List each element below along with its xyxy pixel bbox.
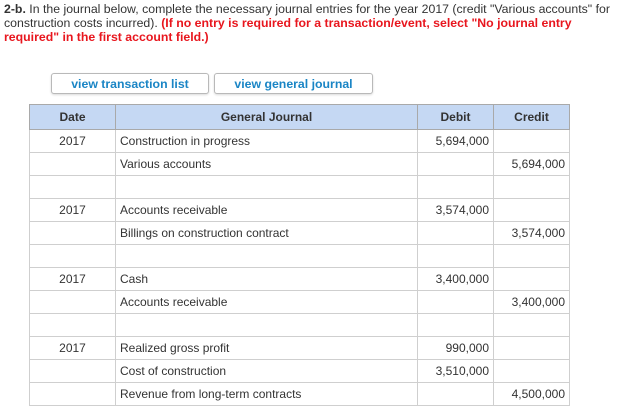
credit-cell[interactable]: [493, 198, 570, 222]
table-row: Revenue from long-term contracts 4,500,00…: [29, 382, 570, 406]
debit-cell[interactable]: 3,574,000: [417, 198, 494, 222]
date-cell[interactable]: 2017: [29, 267, 116, 291]
table-row: Cost of construction 3,510,000: [29, 359, 570, 383]
view-general-journal-button[interactable]: view general journal: [214, 73, 373, 94]
credit-cell[interactable]: [493, 244, 570, 268]
table-row: Billings on construction contract 3,574,0…: [29, 221, 570, 245]
instructions: 2-b. In the journal below, complete the …: [4, 2, 616, 44]
debit-cell[interactable]: [417, 313, 494, 337]
journal-body: 2017 Construction in progress 5,694,000 Var…: [29, 129, 570, 406]
credit-cell[interactable]: [493, 336, 570, 360]
debit-cell[interactable]: [417, 152, 494, 176]
credit-cell[interactable]: 5,694,000: [493, 152, 570, 176]
credit-cell[interactable]: 4,500,000: [493, 382, 570, 406]
date-cell[interactable]: [29, 175, 116, 199]
debit-cell[interactable]: [417, 221, 494, 245]
account-cell[interactable]: Cash: [115, 267, 418, 291]
date-cell[interactable]: [29, 382, 116, 406]
debit-cell[interactable]: [417, 175, 494, 199]
header-debit: Debit: [417, 104, 494, 130]
account-cell[interactable]: Cost of construction: [115, 359, 418, 383]
date-cell[interactable]: [29, 221, 116, 245]
table-row: [29, 244, 570, 268]
account-cell[interactable]: [115, 175, 418, 199]
account-cell[interactable]: Various accounts: [115, 152, 418, 176]
account-cell[interactable]: Realized gross profit: [115, 336, 418, 360]
credit-cell[interactable]: [493, 267, 570, 291]
table-row: 2017 Realized gross profit 990,000: [29, 336, 570, 360]
account-cell[interactable]: Accounts receivable: [115, 198, 418, 222]
date-cell[interactable]: [29, 244, 116, 268]
header-credit: Credit: [493, 104, 570, 130]
header-date: Date: [29, 104, 116, 130]
account-cell[interactable]: Billings on construction contract: [115, 221, 418, 245]
credit-cell[interactable]: [493, 313, 570, 337]
instructions-text: In the journal below, complete the neces…: [4, 2, 610, 30]
debit-cell[interactable]: [417, 290, 494, 314]
debit-cell[interactable]: [417, 244, 494, 268]
credit-cell[interactable]: [493, 129, 570, 153]
credit-cell[interactable]: [493, 359, 570, 383]
date-cell[interactable]: [29, 290, 116, 314]
table-row: [29, 313, 570, 337]
date-cell[interactable]: [29, 359, 116, 383]
account-cell[interactable]: [115, 244, 418, 268]
table-row: Accounts receivable 3,400,000: [29, 290, 570, 314]
account-cell[interactable]: Accounts receivable: [115, 290, 418, 314]
debit-cell[interactable]: 3,510,000: [417, 359, 494, 383]
date-cell[interactable]: 2017: [29, 198, 116, 222]
question-number: 2-b.: [4, 2, 26, 16]
date-cell[interactable]: [29, 313, 116, 337]
account-cell[interactable]: Revenue from long-term contracts: [115, 382, 418, 406]
table-row: 2017 Accounts receivable 3,574,000: [29, 198, 570, 222]
table-header-row: Date General Journal Debit Credit: [29, 104, 570, 130]
table-row: Various accounts 5,694,000: [29, 152, 570, 176]
credit-cell[interactable]: 3,574,000: [493, 221, 570, 245]
date-cell[interactable]: 2017: [29, 336, 116, 360]
credit-cell[interactable]: 3,400,000: [493, 290, 570, 314]
table-row: [29, 175, 570, 199]
general-journal-table: Date General Journal Debit Credit 2017 Co…: [29, 104, 570, 406]
debit-cell[interactable]: 5,694,000: [417, 129, 494, 153]
date-cell[interactable]: 2017: [29, 129, 116, 153]
view-transaction-list-button[interactable]: view transaction list: [51, 73, 209, 94]
debit-cell[interactable]: 990,000: [417, 336, 494, 360]
header-general-journal: General Journal: [115, 104, 418, 130]
instructions-emphasis: (If no entry is required for a transacti…: [4, 16, 572, 44]
account-cell[interactable]: Construction in progress: [115, 129, 418, 153]
credit-cell[interactable]: [493, 175, 570, 199]
date-cell[interactable]: [29, 152, 116, 176]
table-row: 2017 Construction in progress 5,694,000: [29, 129, 570, 153]
account-cell[interactable]: [115, 313, 418, 337]
table-row: 2017 Cash 3,400,000: [29, 267, 570, 291]
debit-cell[interactable]: [417, 382, 494, 406]
debit-cell[interactable]: 3,400,000: [417, 267, 494, 291]
